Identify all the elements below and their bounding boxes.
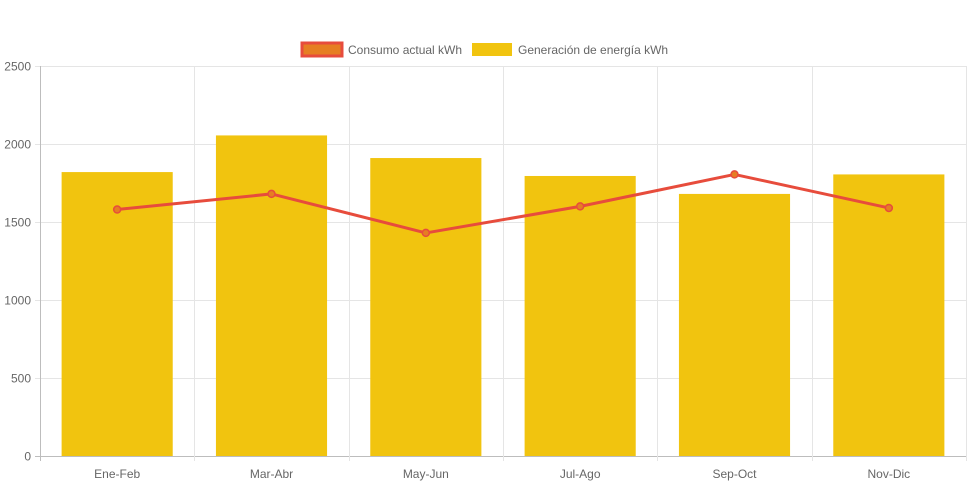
- x-tick-label: Jul-Ago: [560, 467, 601, 481]
- legend: Consumo actual kWh Generación de energía…: [300, 41, 668, 58]
- x-tick-label: Sep-Oct: [712, 467, 757, 481]
- y-tick-label: 1500: [4, 216, 31, 230]
- legend-swatch-consumo: [300, 41, 344, 58]
- legend-label-consumo: Consumo actual kWh: [348, 43, 462, 57]
- legend-swatch-generacion: [472, 43, 512, 56]
- point-consumo[interactable]: [884, 203, 894, 213]
- bar-generacion[interactable]: [524, 175, 636, 457]
- grid: [35, 66, 967, 461]
- bar-generacion[interactable]: [370, 158, 482, 457]
- legend-label-generacion: Generación de energía kWh: [518, 43, 668, 57]
- point-consumo[interactable]: [112, 205, 122, 214]
- x-tick-label: Ene-Feb: [94, 467, 140, 481]
- y-tick-label: 2000: [4, 138, 31, 152]
- x-tick-label: Nov-Dic: [867, 467, 910, 481]
- point-consumo[interactable]: [730, 170, 739, 179]
- y-tick-label: 500: [11, 372, 31, 386]
- line-consumo: [117, 172, 890, 235]
- legend-item-consumo[interactable]: Consumo actual kWh: [300, 41, 462, 58]
- x-axis: Ene-Feb Mar-Abr May-Jun Jul-Ago Sep-Oct Nov-D…: [94, 467, 910, 481]
- y-tick-label: 1000: [4, 294, 31, 308]
- line-series: [112, 170, 894, 238]
- bar-generacion[interactable]: [215, 135, 328, 457]
- bar-generacion[interactable]: [678, 193, 791, 457]
- bars: [61, 135, 945, 457]
- bar-generacion[interactable]: [61, 172, 173, 456]
- point-consumo[interactable]: [421, 228, 431, 238]
- legend-item-generacion[interactable]: Generación de energía kWh: [472, 43, 668, 57]
- y-tick-label: 2500: [4, 60, 31, 74]
- point-consumo[interactable]: [575, 202, 585, 211]
- x-tick-label: Mar-Abr: [250, 467, 293, 481]
- y-axis: 0 500 1000 1500 2000 2500: [4, 60, 31, 464]
- point-consumo[interactable]: [267, 189, 276, 199]
- bar-generacion[interactable]: [833, 174, 945, 457]
- x-tick-label: May-Jun: [403, 467, 449, 481]
- y-tick-label: 0: [24, 450, 31, 464]
